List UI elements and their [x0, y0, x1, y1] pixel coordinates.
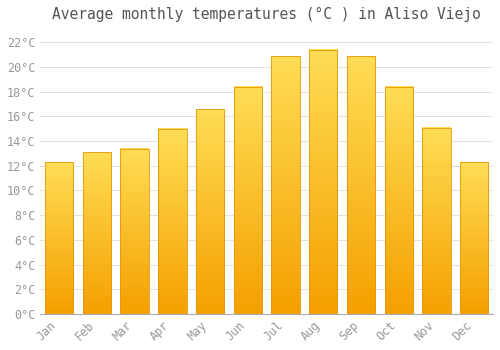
Bar	[384, 87, 413, 314]
Bar	[120, 148, 149, 314]
Bar	[83, 152, 111, 314]
Bar	[460, 162, 488, 314]
Bar	[158, 129, 186, 314]
Bar	[45, 162, 74, 314]
Bar	[422, 127, 450, 314]
Bar	[309, 50, 338, 314]
Bar	[234, 87, 262, 314]
Bar	[272, 56, 299, 314]
Title: Average monthly temperatures (°C ) in Aliso Viejo: Average monthly temperatures (°C ) in Al…	[52, 7, 481, 22]
Bar	[347, 56, 375, 314]
Bar	[196, 109, 224, 314]
